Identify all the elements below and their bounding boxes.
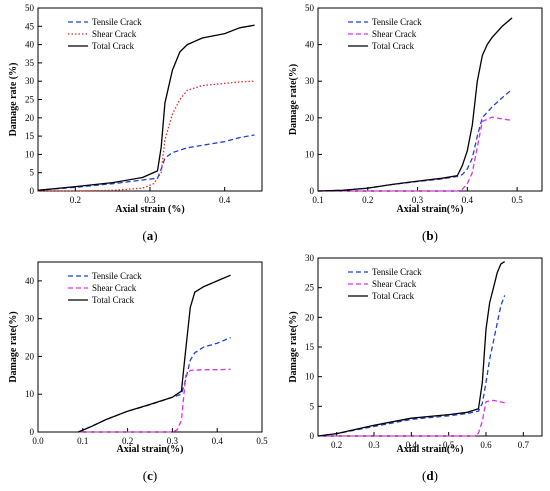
y-tick-label: 0 [310,431,315,441]
series-line-tensile-crack [317,295,506,437]
y-tick-label: 20 [305,312,315,322]
y-tick-label: 40 [25,276,35,286]
series-line-total-crack [37,24,255,191]
x-tick-label: 0.2 [362,195,373,205]
plot-frame [317,7,543,192]
y-tick-label: 5 [30,168,35,178]
legend: Tensile Crack Shear Crack Total Crack [348,17,422,51]
legend-label: Total Crack [372,291,415,301]
series-line-shear-crack [318,399,505,437]
plot-frame [37,7,263,192]
y-tick-label: 20 [25,113,35,123]
panel-4: 0.2 0.3 0.4 0.5 0.6 0.7 0 5 10 15 20 25 30 Axial stra… [288,253,543,483]
x-tick-label: 0.1 [77,436,88,446]
x-tick-label: 0.6 [480,440,492,450]
panel-3: 0.0 0.1 0.2 0.3 0.4 0.5 0 10 20 30 40 Axial strain(… [8,261,268,483]
y-tick-label: 30 [305,253,315,263]
legend-label: Shear Crack [372,29,417,39]
series-line-total-crack [317,261,506,437]
x-tick-label: 0.0 [32,436,44,446]
x-tick-label: 0.3 [412,195,424,205]
x-tick-label: 0.5 [256,436,268,446]
series-line-total-crack [317,17,513,192]
y-tick-label: 35 [25,58,35,68]
y-axis-label: Damage rate (%) [8,63,19,137]
legend-label: Total Crack [92,41,135,51]
series-line-tensile-crack [37,134,255,191]
legend-label: Shear Crack [92,283,137,293]
panel-2: 0.1 0.2 0.3 0.4 0.5 0 10 20 30 40 50 Axial strain(%… [288,3,543,243]
y-tick-label: 15 [25,131,35,141]
legend-label: Shear Crack [92,29,137,39]
x-tick-label: 0.4 [219,195,231,205]
legend-label: Tensile Crack [92,17,142,27]
x-tick-label: 0.7 [518,440,530,450]
x-axis-label: Axial strain(%) [397,204,464,215]
series-line-shear-crack [38,80,255,192]
y-tick-label: 10 [25,389,35,399]
x-tick-label: 0.3 [144,195,156,205]
series-line-tensile-crack [78,337,231,433]
plot-frame [37,261,263,433]
legend: Tensile Crack Shear Crack Total Crack [68,17,142,51]
y-tick-label: 30 [305,76,315,86]
legend-label: Tensile Crack [372,267,422,277]
x-tick-label: 0.5 [511,195,523,205]
y-tick-label: 50 [25,3,35,13]
y-tick-label: 0 [30,427,35,437]
series-line-total-crack [78,274,231,433]
y-tick-label: 40 [305,40,315,50]
x-tick-label: 0.2 [122,436,133,446]
panel-label: (c) [143,468,157,483]
y-tick-label: 15 [305,342,315,352]
x-tick-label: 0.3 [167,436,179,446]
x-tick-label: 0.4 [406,440,418,450]
x-tick-label: 0.2 [331,440,342,450]
panel-label: (b) [422,228,438,243]
y-tick-label: 0 [30,186,35,196]
y-tick-label: 10 [305,372,315,382]
y-axis-label: Damage rate(%) [288,64,299,135]
y-tick-label: 10 [25,149,35,159]
series-line-shear-crack [318,116,513,192]
series-line-tensile-crack [317,88,513,192]
x-tick-label: 0.1 [312,195,323,205]
y-tick-label: 5 [310,401,315,411]
x-tick-label: 0.3 [368,440,380,450]
x-axis-label: Axial strain (%) [115,204,184,215]
x-axis-label: Axial strain(%) [117,444,184,455]
y-tick-label: 40 [25,40,35,50]
y-tick-label: 30 [25,76,35,86]
y-axis-label: Damage rate(%) [288,311,299,382]
panel-label: (a) [142,228,157,243]
x-tick-label: 0.4 [462,195,474,205]
x-tick-label: 0.2 [70,195,81,205]
legend-label: Tensile Crack [92,271,142,281]
legend: Tensile Crack Shear Crack Total Crack [348,267,422,301]
legend-label: Shear Crack [372,279,417,289]
x-tick-label: 0.4 [212,436,224,446]
series-line-shear-crack [78,368,231,433]
y-tick-label: 30 [25,314,35,324]
legend-label: Total Crack [92,295,135,305]
plot-frame [317,257,543,437]
y-tick-label: 45 [25,21,35,31]
y-axis-label: Damage rate(%) [8,311,19,382]
y-tick-label: 20 [25,351,35,361]
y-tick-label: 50 [305,3,315,13]
y-tick-label: 10 [305,149,315,159]
x-axis-label: Axial strain(%) [397,444,464,455]
legend-label: Tensile Crack [372,17,422,27]
panel-label: (d) [422,468,438,483]
panel-1: 0.2 0.3 0.4 0 5 10 15 20 25 30 35 40 45 50 Axial strai… [8,3,263,243]
x-tick-label: 0.5 [443,440,455,450]
y-tick-label: 25 [305,283,315,293]
y-tick-label: 0 [310,186,315,196]
legend: Tensile Crack Shear Crack Total Crack [68,271,142,305]
y-tick-label: 20 [305,113,315,123]
legend-label: Total Crack [372,41,415,51]
y-tick-label: 25 [25,95,35,105]
